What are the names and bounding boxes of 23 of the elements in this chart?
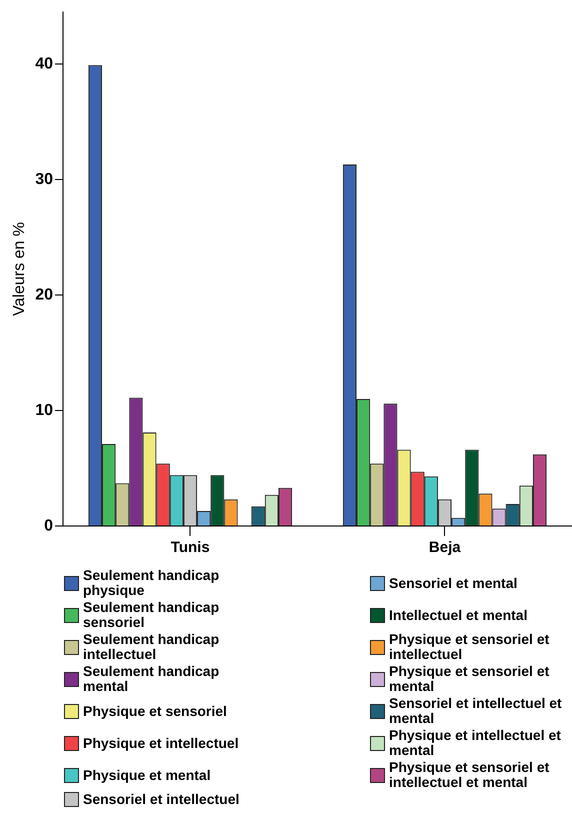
legend-label: Sensoriel et mental bbox=[389, 574, 518, 590]
legend-label: Physique et sensoriel et mental bbox=[389, 663, 550, 694]
legend-label: Sensoriel et intellectuel bbox=[83, 791, 240, 807]
y-tick-label: 30 bbox=[35, 170, 54, 188]
legend-label: Physique et intellectuel bbox=[83, 734, 240, 750]
y-tick-label: 40 bbox=[35, 55, 54, 72]
x-tick-label: Tunis bbox=[170, 539, 210, 556]
legend-label: Intellectuel et mental bbox=[389, 606, 528, 622]
legend-label: Physique et sensoriel et intellectuel bbox=[389, 631, 550, 662]
legend-label: Physique et sensoriel bbox=[83, 702, 228, 718]
legend-label: Seulement handicap physique bbox=[83, 567, 220, 598]
y-axis-title: Valeurs en % bbox=[11, 222, 28, 316]
y-tick-label: 20 bbox=[35, 286, 54, 304]
y-tick-label: 0 bbox=[44, 517, 54, 534]
legend-label: Physique et sensoriel et intellectuel et mental bbox=[389, 759, 550, 790]
legend-label: Physique et intellectuel et mental bbox=[389, 727, 562, 758]
legend-label: Sensoriel et intellectuel et mental bbox=[389, 695, 563, 726]
legend-label: Seulement handicap intellectuel bbox=[83, 631, 220, 662]
legend-label: Physique et mental bbox=[83, 766, 212, 782]
x-tick-label: Beja bbox=[428, 539, 462, 556]
legend-label: Seulement handicap mental bbox=[83, 663, 220, 694]
y-tick-label: 10 bbox=[35, 402, 54, 419]
legend-label: Seulement handicap sensoriel bbox=[83, 599, 220, 630]
